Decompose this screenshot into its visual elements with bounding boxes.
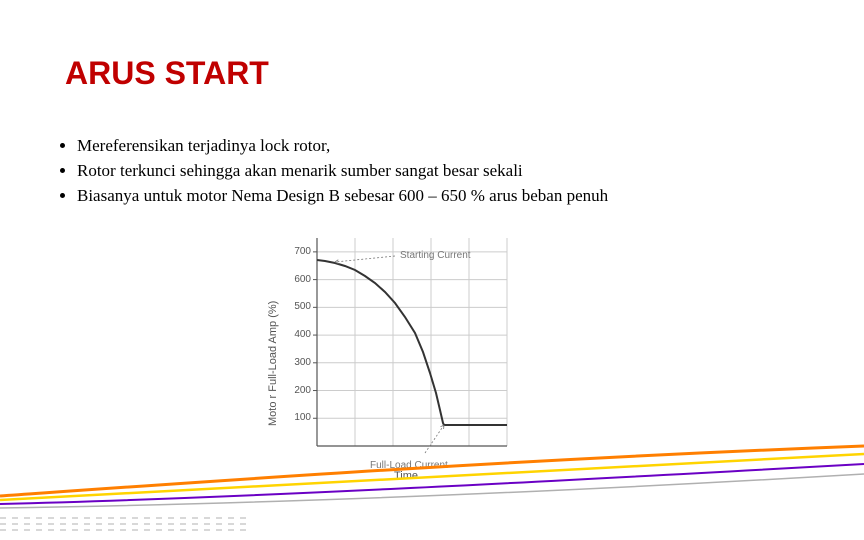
y-tick-label: 100 [285, 412, 311, 423]
y-tick-label: 200 [285, 385, 311, 396]
y-tick-label: 600 [285, 274, 311, 285]
bullet-item: Biasanya untuk motor Nema Design B sebes… [77, 185, 608, 208]
y-tick-label: 400 [285, 329, 311, 340]
chart-annotation: Full-Load Current [370, 460, 448, 471]
x-axis-label: Time [394, 470, 418, 482]
bullet-list: Mereferensikan terjadinya lock rotor, Ro… [57, 135, 608, 210]
y-axis-label: Moto r Full-Load Amp (%) [267, 218, 279, 426]
chart-annotation: Starting Current [400, 250, 471, 261]
bullet-item: Mereferensikan terjadinya lock rotor, [77, 135, 608, 158]
y-tick-label: 500 [285, 301, 311, 312]
y-tick-label: 700 [285, 246, 311, 257]
y-tick-label: 300 [285, 357, 311, 368]
slide-title: ARUS START [65, 55, 269, 92]
bullet-item: Rotor terkunci sehingga akan menarik sum… [77, 160, 608, 183]
slide-root: ARUS START Mereferensikan terjadinya loc… [0, 0, 864, 540]
starting-current-chart: Moto r Full-Load Amp (%) Time 1002003004… [255, 228, 565, 498]
